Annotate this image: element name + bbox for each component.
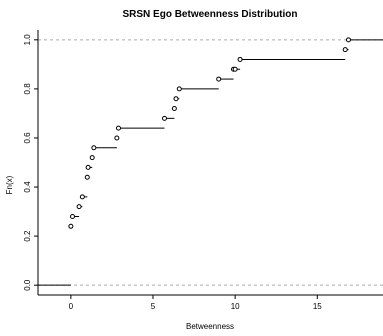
y-tick-label: 0.8 [23,83,32,95]
ecdf-point [91,145,97,151]
y-tick-label: 0.4 [23,181,32,193]
ecdf-point [173,96,179,102]
x-axis-label: Betweenness [186,322,234,331]
y-tick-label: 0.6 [23,132,32,144]
ecdf-point [171,106,177,112]
y-axis-label: Fn(x) [5,175,14,194]
ecdf-point [84,174,90,180]
x-tick-label: 15 [313,302,322,311]
ecdf-point [216,76,222,82]
ecdf-point [346,37,351,43]
ecdf-point [70,213,75,219]
ecdf-point [89,155,95,161]
ecdf-point [76,204,82,210]
ecdf-point [114,135,120,141]
ecdf-point [79,194,85,200]
x-tick-label: 10 [231,302,240,311]
y-tick-label: 1.0 [23,34,32,46]
ecdf-point [342,47,348,53]
ecdf-point [237,56,243,62]
ecdf-point [68,223,74,229]
plot-area: 0 5 10 15 0.0 0.2 0.4 0.6 0.8 1.0 [23,30,383,311]
x-tick-label: 0 [69,302,74,311]
ecdf-point [176,86,182,92]
x-tick-label: 5 [151,302,156,311]
ecdf-point [232,66,238,72]
chart-title: SRSN Ego Betweenness Distribution [122,9,297,20]
y-tick-label: 0.0 [23,279,32,291]
y-tick-label: 0.2 [23,230,32,242]
ecdf-point [85,164,91,170]
ecdf-point [162,115,167,121]
ecdf-point [116,125,121,131]
